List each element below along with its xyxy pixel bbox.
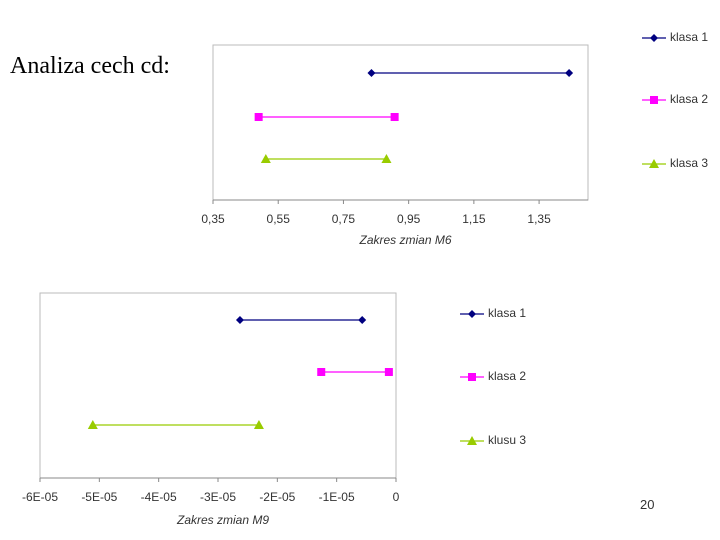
x-tick-label: 0: [393, 490, 400, 504]
x-tick-label: 0,75: [332, 212, 356, 226]
legend-marker: [467, 436, 477, 445]
x-tick-label: 0,95: [397, 212, 421, 226]
x-tick-label: -6E-05: [22, 490, 58, 504]
legend-marker: [650, 96, 658, 104]
legend-label: klasa 1: [670, 30, 708, 44]
x-tick-label: -1E-05: [319, 490, 355, 504]
legend-marker: [468, 310, 476, 318]
marker: [260, 154, 271, 163]
plot-frame: [39, 292, 397, 479]
marker: [235, 316, 244, 324]
marker: [358, 316, 367, 324]
x-tick-label: 1,15: [462, 212, 486, 226]
marker: [381, 154, 392, 163]
x-tick-label: -3E-05: [200, 490, 236, 504]
marker: [253, 420, 264, 429]
marker: [317, 368, 326, 376]
legend-label: klusu 3: [488, 433, 526, 447]
legend-label: klasa 2: [488, 369, 526, 383]
marker: [384, 368, 393, 376]
marker: [254, 113, 263, 121]
page-number: 20: [640, 497, 655, 512]
legend-label: klasa 2: [670, 92, 708, 106]
marker: [367, 69, 376, 77]
x-tick-label: -4E-05: [141, 490, 177, 504]
legend-marker: [468, 373, 476, 381]
x-tick-label: 0,55: [267, 212, 291, 226]
x-tick-label: 0,35: [201, 212, 225, 226]
marker: [390, 113, 399, 121]
marker: [87, 420, 98, 429]
legend-label: klasa 3: [670, 156, 708, 170]
x-axis-title: Zakres zmian M9: [176, 513, 269, 527]
legend-marker: [650, 34, 658, 42]
x-tick-label: -5E-05: [81, 490, 117, 504]
legend-label: klasa 1: [488, 306, 526, 320]
slide-title: Analiza cech cd:: [10, 53, 170, 79]
x-tick-label: -2E-05: [259, 490, 295, 504]
legend-marker: [649, 159, 659, 168]
x-axis-title: Zakres zmian M6: [358, 233, 451, 247]
marker: [565, 69, 574, 77]
x-tick-label: 1,35: [527, 212, 551, 226]
plot-frame: [212, 44, 589, 201]
